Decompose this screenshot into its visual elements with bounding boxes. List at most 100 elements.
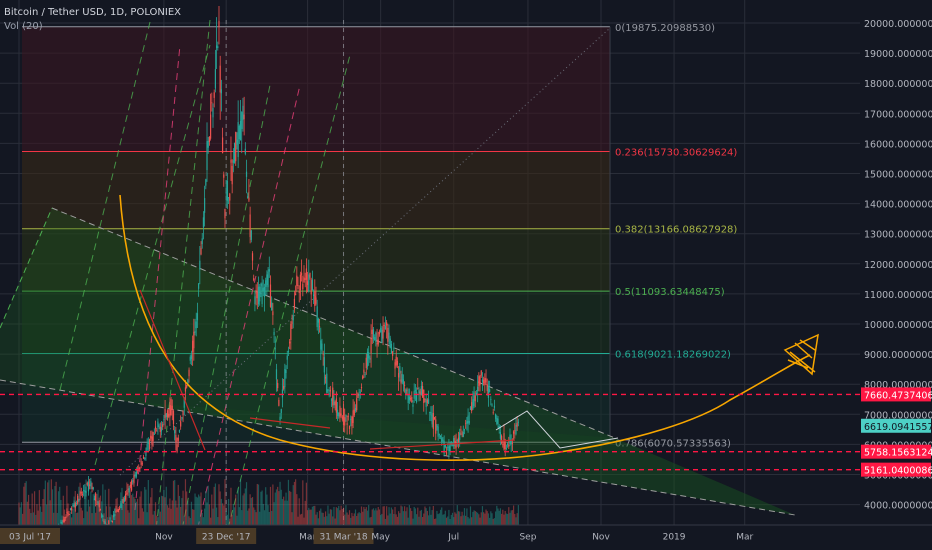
volume-bar: [376, 510, 378, 525]
candle-body: [412, 404, 414, 407]
candle-body: [456, 439, 458, 441]
candle-body: [423, 389, 425, 404]
price-tick-label: 8000.00000000: [864, 380, 932, 391]
pitchfork-line[interactable]: [179, 84, 271, 541]
candle-body: [298, 290, 300, 293]
candle-body: [426, 399, 428, 403]
pitchfork-line[interactable]: [134, 44, 181, 511]
candle-body: [120, 503, 122, 508]
rounding-bottom-curve[interactable]: [119, 194, 811, 461]
price-axis-background: [860, 0, 932, 525]
volume-bar: [369, 517, 371, 525]
pitchfork-line[interactable]: [94, 44, 211, 466]
volume-bar: [273, 502, 275, 525]
triangle-left-line[interactable]: [0, 207, 53, 329]
candle-body: [346, 423, 348, 425]
volume-bar: [484, 513, 486, 525]
candle-body: [250, 230, 252, 240]
candle-body: [396, 360, 399, 365]
candle-body: [134, 474, 136, 477]
volume-bar: [372, 508, 375, 525]
volume-bar: [517, 505, 519, 525]
candle-body: [259, 286, 261, 302]
volume-bar: [473, 510, 475, 525]
trendline-red[interactable]: [249, 417, 331, 429]
volume-bar: [320, 508, 322, 525]
candle-body: [207, 140, 209, 148]
candle-body: [166, 410, 169, 418]
trend-overlays[interactable]: [119, 194, 819, 461]
price-tick-label: 20000.00000000: [864, 19, 932, 30]
candle-body: [181, 417, 183, 419]
candle-body: [255, 289, 257, 294]
volume-bar: [162, 496, 164, 525]
candle-body: [418, 390, 420, 394]
candle-body: [153, 433, 155, 435]
candle-body: [217, 46, 219, 49]
trendline-red[interactable]: [369, 439, 516, 450]
candle-body: [295, 293, 297, 296]
candle-body: [390, 343, 393, 353]
fib-band: [22, 151, 610, 229]
pitchfork-line[interactable]: [154, 19, 211, 541]
volume-bar: [118, 507, 121, 525]
volume-bar: [380, 515, 382, 525]
candle-body: [309, 272, 311, 278]
volume-bar: [363, 506, 365, 525]
candle-body: [473, 392, 475, 407]
volume-bar: [44, 480, 46, 525]
candle-body: [124, 493, 127, 500]
candle-body: [508, 444, 510, 447]
candle-body: [419, 391, 421, 395]
volume-bar: [296, 494, 298, 525]
candle-body: [289, 341, 291, 344]
volume-bar: [249, 494, 251, 525]
candle-body: [122, 498, 124, 503]
horizontal-levels[interactable]: 7660.47374068 5758.15631249 5161.04000865: [0, 387, 932, 477]
candle-body: [102, 515, 104, 518]
volume-bar: [142, 511, 145, 525]
candle-body: [129, 485, 131, 487]
volume-bar: [290, 491, 292, 525]
candle-body: [342, 407, 345, 426]
fib-level-label: 0.236(15730.30629624): [615, 148, 737, 159]
volume-bar: [202, 517, 205, 525]
volume-bar: [160, 495, 163, 525]
volume-bar: [468, 518, 470, 525]
volume-bar: [200, 492, 202, 525]
candle-body: [235, 131, 237, 162]
candle-body: [281, 389, 284, 398]
trendline-red[interactable]: [139, 289, 206, 451]
date-marker-badge: [0, 528, 60, 544]
candle-body: [345, 415, 347, 417]
volume-bar: [205, 490, 207, 525]
volume-bar: [231, 514, 233, 525]
triangle-upper-line[interactable]: [51, 207, 616, 439]
volume-bar: [253, 507, 255, 525]
candle-body: [329, 389, 331, 392]
projection-zigzag[interactable]: [495, 410, 619, 449]
pitchfork-line[interactable]: [194, 84, 301, 541]
time-axis[interactable]: 03 Jul '17 Nov 23 Dec '17 Mar 31 Mar '18 May J…: [0, 524, 932, 550]
volume-bar: [145, 489, 147, 525]
candle-body: [196, 313, 199, 321]
candle-body: [238, 125, 240, 140]
volume-bar: [346, 512, 348, 525]
volume-bar: [284, 500, 286, 525]
candle-body: [180, 421, 182, 427]
pitchfork-line[interactable]: [59, 21, 151, 391]
volume-bar: [262, 503, 264, 525]
volume-bar: [382, 506, 384, 525]
volume-bar: [130, 495, 133, 525]
candle-body: [340, 413, 342, 416]
volume-bar: [157, 517, 159, 525]
candle-body: [318, 326, 321, 328]
candle-body: [401, 374, 403, 383]
candle-body: [445, 451, 448, 455]
volume-bar: [20, 502, 22, 525]
diagonal-dotted-line[interactable]: [119, 27, 611, 476]
price-axis[interactable]: 20000.00000000 19000.00000000 18000.000000…: [860, 0, 932, 525]
candle-body: [425, 399, 427, 407]
candle-body: [450, 441, 452, 446]
